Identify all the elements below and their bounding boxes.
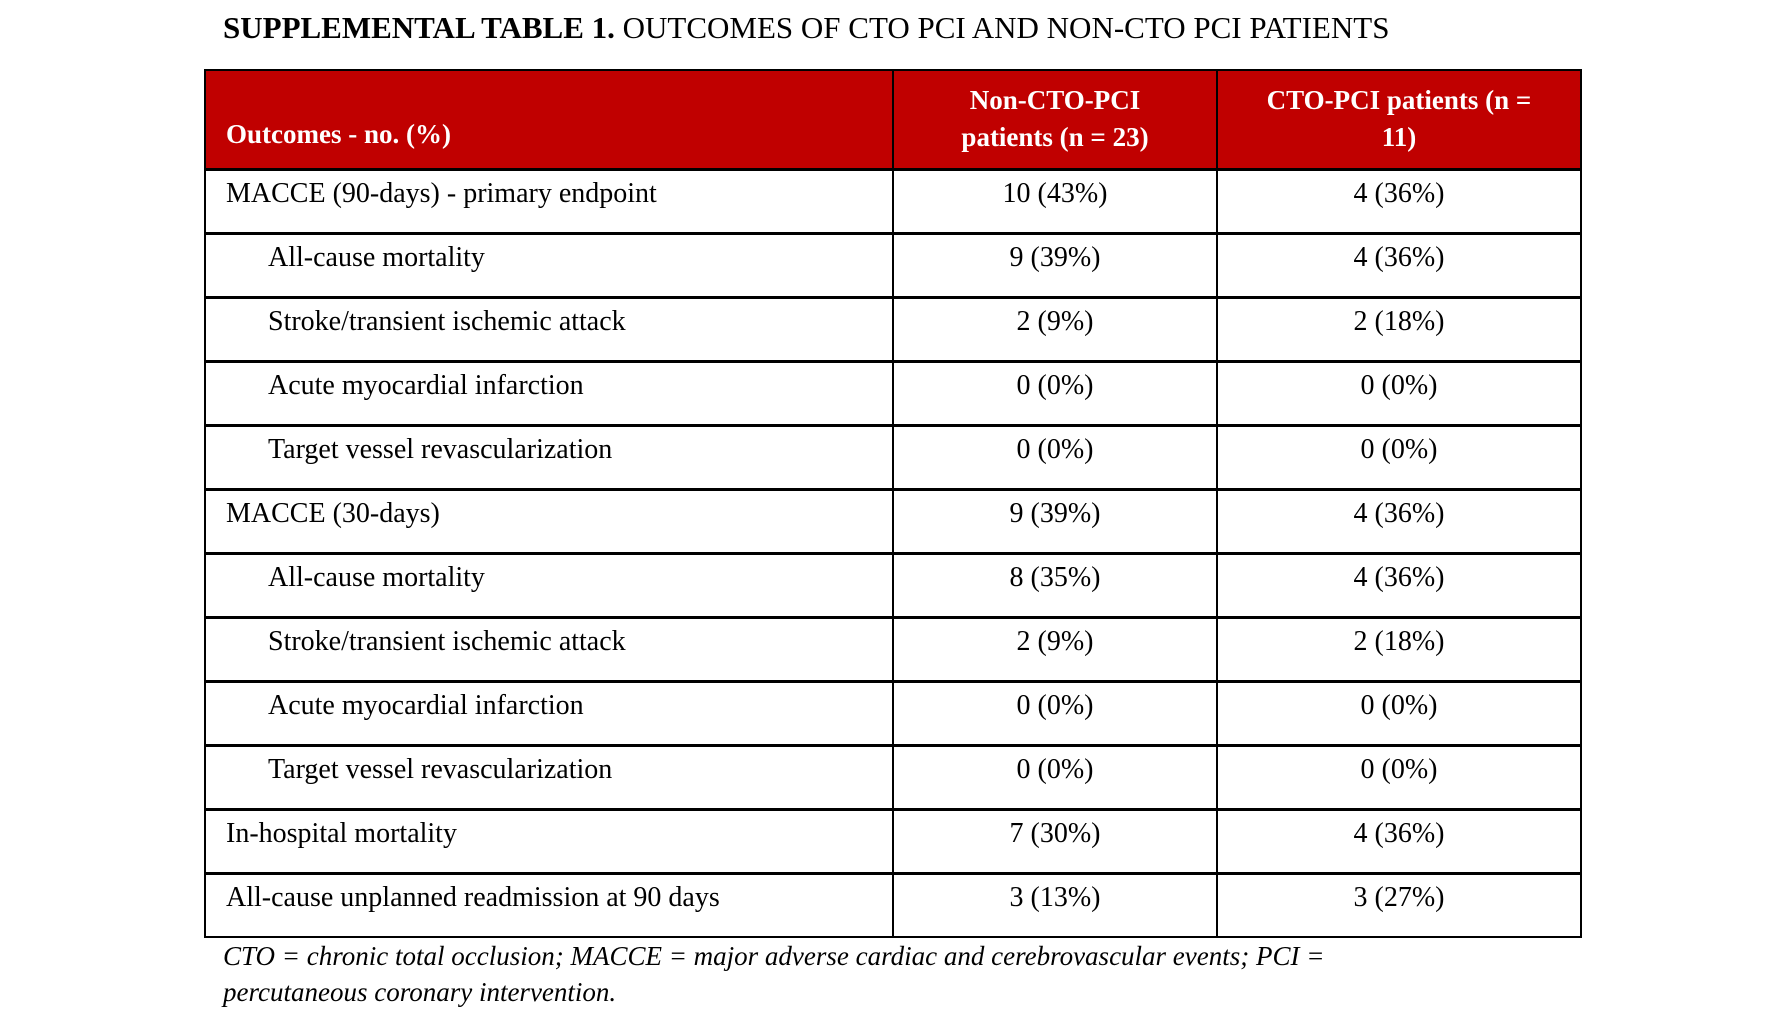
non-cto-pci-value: 2 (9%) [892,295,1218,362]
cto-pci-value: 2 (18%) [1216,615,1582,682]
column-header-non-cto-pci-line2: patients (n = 23) [961,122,1149,153]
cto-pci-value: 4 (36%) [1216,807,1582,874]
cto-pci-value: 0 (0%) [1216,743,1582,810]
row-label: Target vessel revascularization [204,423,894,490]
non-cto-pci-value: 0 (0%) [892,423,1218,490]
row-label: MACCE (90-days) - primary endpoint [204,167,894,234]
row-label: All-cause mortality [204,551,894,618]
header-row: Outcomes - no. (%) Non-CTO-PCI patients … [204,69,1582,170]
table-title-text: OUTCOMES OF CTO PCI AND NON-CTO PCI PATI… [622,10,1390,45]
cto-pci-value: 3 (27%) [1216,871,1582,938]
row-label: Acute myocardial infarction [204,679,894,746]
row-label: In-hospital mortality [204,807,894,874]
footnote-line2: percutaneous coronary intervention. [223,977,617,1007]
non-cto-pci-value: 9 (39%) [892,231,1218,298]
row-label: Stroke/transient ischemic attack [204,615,894,682]
column-header-non-cto-pci: Non-CTO-PCI patients (n = 23) [892,69,1218,170]
column-header-cto-pci-line2: 11) [1381,122,1417,153]
non-cto-pci-value: 0 (0%) [892,359,1218,426]
row-label: All-cause unplanned readmission at 90 da… [204,871,894,938]
table-footnote: CTO = chronic total occlusion; MACCE = m… [223,938,1324,1010]
table-row: In-hospital mortality 7 (30%) 4 (36%) [204,807,1582,874]
table-row: Stroke/transient ischemic attack 2 (9%) … [204,615,1582,682]
non-cto-pci-value: 10 (43%) [892,167,1218,234]
table-row: All-cause mortality 8 (35%) 4 (36%) [204,551,1582,618]
cto-pci-value: 4 (36%) [1216,167,1582,234]
non-cto-pci-value: 9 (39%) [892,487,1218,554]
row-label: Acute myocardial infarction [204,359,894,426]
cto-pci-value: 4 (36%) [1216,487,1582,554]
column-header-non-cto-pci-line1: Non-CTO-PCI [969,85,1141,116]
table-row: Target vessel revascularization 0 (0%) 0… [204,743,1582,810]
non-cto-pci-value: 0 (0%) [892,679,1218,746]
table-row: All-cause unplanned readmission at 90 da… [204,871,1582,938]
non-cto-pci-value: 8 (35%) [892,551,1218,618]
footnote-line1: CTO = chronic total occlusion; MACCE = m… [223,941,1325,971]
cto-pci-value: 4 (36%) [1216,231,1582,298]
column-header-outcomes: Outcomes - no. (%) [204,69,894,170]
table-row: All-cause mortality 9 (39%) 4 (36%) [204,231,1582,298]
cto-pci-value: 0 (0%) [1216,423,1582,490]
row-label: Stroke/transient ischemic attack [204,295,894,362]
column-header-cto-pci: CTO-PCI patients (n = 11) [1216,69,1582,170]
table-title-number: SUPPLEMENTAL TABLE 1. [223,10,615,45]
table-row: Acute myocardial infarction 0 (0%) 0 (0%… [204,679,1582,746]
cto-pci-value: 2 (18%) [1216,295,1582,362]
row-label: All-cause mortality [204,231,894,298]
table-title: SUPPLEMENTAL TABLE 1. OUTCOMES OF CTO PC… [223,10,1389,46]
cto-pci-value: 0 (0%) [1216,359,1582,426]
row-label: MACCE (30-days) [204,487,894,554]
cto-pci-value: 0 (0%) [1216,679,1582,746]
column-header-cto-pci-line1: CTO-PCI patients (n = [1266,85,1532,116]
table-row: Acute myocardial infarction 0 (0%) 0 (0%… [204,359,1582,426]
non-cto-pci-value: 2 (9%) [892,615,1218,682]
row-label: Target vessel revascularization [204,743,894,810]
table-row: Stroke/transient ischemic attack 2 (9%) … [204,295,1582,362]
non-cto-pci-value: 7 (30%) [892,807,1218,874]
non-cto-pci-value: 3 (13%) [892,871,1218,938]
non-cto-pci-value: 0 (0%) [892,743,1218,810]
table-row: Target vessel revascularization 0 (0%) 0… [204,423,1582,490]
table-row: MACCE (90-days) - primary endpoint 10 (4… [204,167,1582,234]
table-row: MACCE (30-days) 9 (39%) 4 (36%) [204,487,1582,554]
outcomes-table: Outcomes - no. (%) Non-CTO-PCI patients … [204,69,1582,938]
cto-pci-value: 4 (36%) [1216,551,1582,618]
